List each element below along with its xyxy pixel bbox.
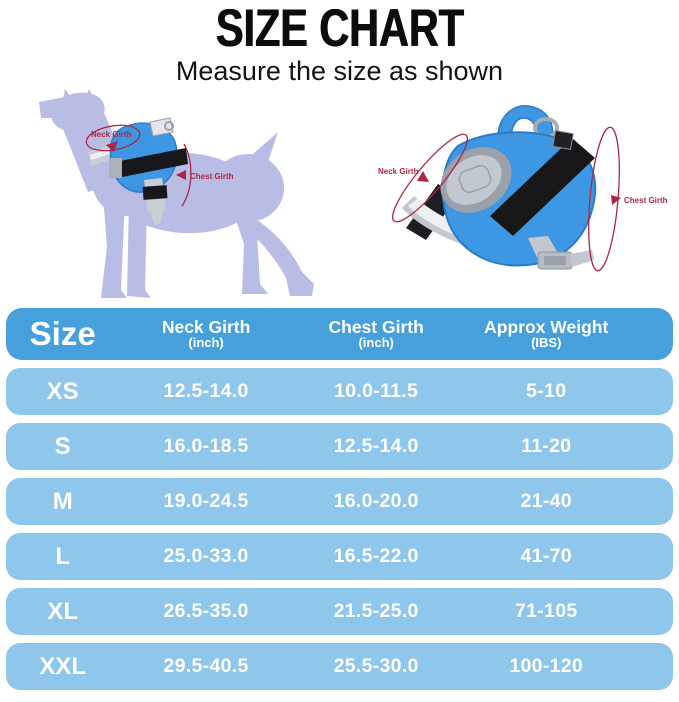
harness-leash-ring bbox=[164, 121, 174, 131]
header-chest-girth-unit: (inch) bbox=[358, 335, 394, 351]
chest-girth-label: Chest Girth bbox=[624, 196, 668, 205]
harness-strap-tail bbox=[570, 250, 594, 267]
harness-mesh-frame bbox=[458, 165, 492, 193]
harness-black-velcro-strap bbox=[490, 138, 595, 236]
neck-girth-ellipse bbox=[392, 133, 468, 223]
cell-weight: 11-20 bbox=[521, 435, 572, 457]
table-row: L 25.0-33.0 16.5-22.0 41-70 bbox=[6, 533, 673, 580]
header-neck-girth-unit: (inch) bbox=[188, 335, 224, 351]
cell-chest-girth: 10.0-11.5 bbox=[334, 380, 419, 402]
cell-neck-girth: 16.0-18.5 bbox=[163, 435, 249, 457]
cell-chest-girth: 12.5-14.0 bbox=[333, 435, 419, 457]
harness-buckle-bar bbox=[544, 256, 566, 265]
chest-girth-arrow-icon bbox=[176, 170, 186, 180]
dog-rear-leg bbox=[244, 216, 314, 296]
cell-weight: 5-10 bbox=[526, 380, 567, 402]
harness-annotations: Neck Girth Chest Girth bbox=[378, 126, 668, 272]
harness-side-buckle bbox=[109, 158, 122, 178]
header-approx-weight-title: Approx Weight bbox=[484, 316, 609, 337]
neck-girth-arrow-icon bbox=[106, 141, 118, 152]
harness-strap-tip bbox=[150, 208, 164, 225]
table-row: XXL 29.5-40.5 25.5-30.0 100-120 bbox=[6, 643, 673, 690]
harness-label-patch bbox=[552, 129, 574, 151]
harness-chest-strap-black bbox=[115, 148, 188, 178]
table-row: M 19.0-24.5 16.0-20.0 21-40 bbox=[6, 478, 673, 525]
header-approx-weight: Approx Weight (IBS) bbox=[484, 318, 608, 350]
page-title: SIZE CHART bbox=[0, 0, 679, 57]
harness-measurement-photo: Neck Girth Chest Girth bbox=[378, 105, 668, 272]
header-chest-girth: Chest Girth (inch) bbox=[329, 318, 424, 350]
harness-product bbox=[402, 105, 597, 270]
chest-girth-label: Chest Girth bbox=[190, 172, 234, 181]
dog-front-leg bbox=[101, 196, 127, 298]
cell-neck-girth: 12.5-14.0 bbox=[163, 380, 249, 402]
cell-size: M bbox=[52, 487, 73, 515]
cell-weight: 100-120 bbox=[509, 655, 584, 677]
dog-rear-leg-2 bbox=[232, 208, 268, 294]
table-row: S 16.0-18.5 12.5-14.0 11-20 bbox=[6, 423, 673, 470]
header-approx-weight-unit: (IBS) bbox=[531, 335, 562, 351]
figure-gap bbox=[330, 88, 340, 308]
table-row: XL 26.5-35.0 21.5-25.0 71-105 bbox=[6, 588, 673, 635]
table-row: XS 12.5-14.0 10.0-11.5 5-10 bbox=[6, 368, 673, 415]
header-size: Size bbox=[29, 315, 96, 352]
page-subtitle: Measure the size as shown bbox=[175, 56, 504, 86]
dog-silhouette bbox=[39, 89, 314, 298]
header-neck-girth: Neck Girth (inch) bbox=[162, 318, 251, 350]
cell-size: L bbox=[55, 542, 71, 570]
neck-girth-label: Neck Girth bbox=[378, 167, 419, 176]
neck-girth-ellipse bbox=[85, 124, 141, 152]
header-chest-girth-title: Chest Girth bbox=[328, 316, 424, 337]
cell-chest-girth: 16.0-20.0 bbox=[333, 490, 419, 512]
dog-measurement-diagram: Neck Girth Chest Girth bbox=[39, 89, 314, 298]
cell-chest-girth: 25.5-30.0 bbox=[333, 655, 419, 677]
chest-girth-arc bbox=[181, 143, 192, 207]
neck-girth-arrow-icon bbox=[417, 171, 429, 182]
cell-neck-girth: 26.5-35.0 bbox=[163, 600, 249, 622]
size-chart-table: Size Neck Girth (inch) Chest Girth (inch… bbox=[0, 308, 679, 690]
cell-size: XS bbox=[46, 377, 79, 405]
cell-size: S bbox=[54, 432, 71, 460]
cell-weight: 21-40 bbox=[520, 490, 572, 512]
cell-weight: 41-70 bbox=[520, 545, 572, 567]
cell-chest-girth: 16.5-22.0 bbox=[333, 545, 419, 567]
cell-size: XXL bbox=[39, 652, 87, 680]
header-neck-girth-title: Neck Girth bbox=[161, 316, 251, 337]
table-header-row: Size Neck Girth (inch) Chest Girth (inch… bbox=[6, 308, 673, 360]
cell-neck-girth: 29.5-40.5 bbox=[163, 655, 249, 677]
harness-belly-buckle bbox=[142, 185, 168, 200]
harness-mesh-inner bbox=[446, 155, 502, 205]
chest-girth-arrow-icon bbox=[611, 195, 621, 205]
cell-neck-girth: 25.0-33.0 bbox=[163, 545, 249, 567]
cell-size: XL bbox=[47, 597, 79, 625]
dog-tail bbox=[246, 132, 278, 174]
cell-chest-girth: 21.5-25.0 bbox=[333, 600, 419, 622]
page-title-text: SIZE CHART bbox=[215, 0, 464, 58]
cell-neck-girth: 19.0-24.5 bbox=[163, 490, 249, 512]
dog-harness bbox=[88, 117, 188, 225]
measurement-figures: Neck Girth Chest Girth bbox=[0, 88, 679, 308]
cell-weight: 71-105 bbox=[514, 600, 578, 622]
page-header: SIZE CHART Measure the size as shown bbox=[0, 0, 679, 88]
dog-front-leg-2 bbox=[127, 200, 151, 298]
neck-girth-label: Neck Girth bbox=[91, 130, 132, 139]
dog-annotations: Neck Girth Chest Girth bbox=[85, 124, 234, 207]
